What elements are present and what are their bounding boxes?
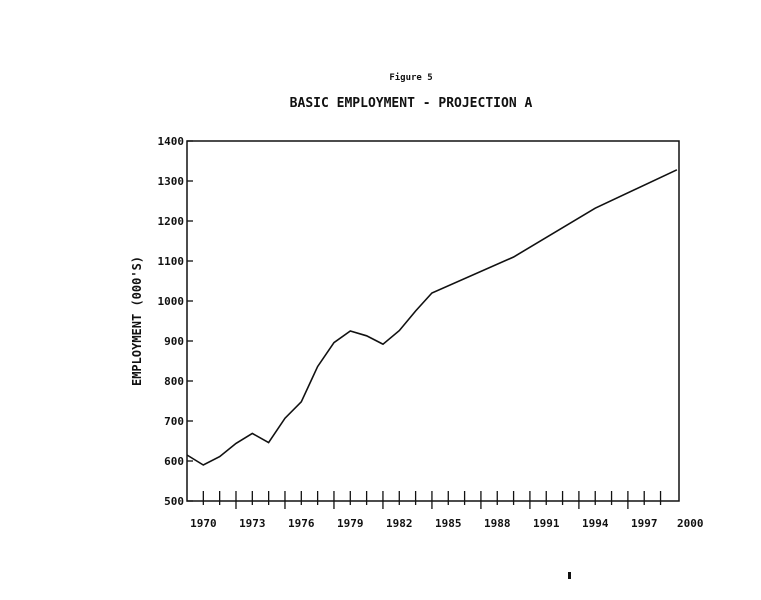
plot-frame [186, 140, 680, 502]
x-tick-label: 1979 [337, 517, 364, 530]
chart-title: BASIC EMPLOYMENT - PROJECTION A [290, 96, 533, 111]
y-tick-label: 1200 [158, 215, 185, 228]
y-tick-label: 1400 [158, 135, 185, 148]
x-axis: 1970 1973 1976 1979 1982 1985 1988 1991 1994 1997… [190, 491, 703, 530]
x-tick-label: 1991 [533, 517, 560, 530]
y-tick-label: 1000 [158, 295, 185, 308]
y-tick-label: 1100 [158, 255, 185, 268]
series-line-basic-employment [186, 169, 678, 466]
y-tick-label: 500 [164, 495, 184, 508]
y-axis: 500 600 700 800 900 1000 1100 1200 1300 1400 [158, 135, 193, 508]
x-tick-label: 1994 [582, 517, 609, 530]
y-tick-label: 800 [164, 375, 184, 388]
x-tick-label: 1970 [190, 517, 217, 530]
figure-label: Figure 5 [389, 72, 432, 83]
y-tick-label: 700 [164, 415, 184, 428]
x-tick-label: 1976 [288, 517, 315, 530]
y-tick-label: 900 [164, 335, 184, 348]
x-tick-label: 1988 [484, 517, 511, 530]
x-tick-label: 1982 [386, 517, 413, 530]
y-tick-label: 600 [164, 455, 184, 468]
scan-mark [568, 572, 571, 579]
x-tick-label: 1985 [435, 517, 462, 530]
x-tick-label: 1973 [239, 517, 266, 530]
x-tick-label: 2000 [677, 517, 704, 530]
x-tick-label: 1997 [631, 517, 658, 530]
y-tick-label: 1300 [158, 175, 185, 188]
y-axis-label: EMPLOYMENT (000'S) [130, 256, 144, 386]
